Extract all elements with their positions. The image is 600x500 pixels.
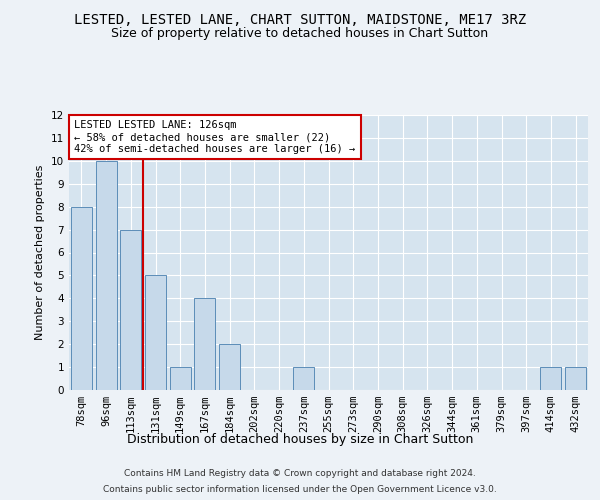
Text: LESTED LESTED LANE: 126sqm
← 58% of detached houses are smaller (22)
42% of semi: LESTED LESTED LANE: 126sqm ← 58% of deta… [74, 120, 355, 154]
Text: Contains public sector information licensed under the Open Government Licence v3: Contains public sector information licen… [103, 485, 497, 494]
Text: Distribution of detached houses by size in Chart Sutton: Distribution of detached houses by size … [127, 432, 473, 446]
Text: LESTED, LESTED LANE, CHART SUTTON, MAIDSTONE, ME17 3RZ: LESTED, LESTED LANE, CHART SUTTON, MAIDS… [74, 12, 526, 26]
Text: Size of property relative to detached houses in Chart Sutton: Size of property relative to detached ho… [112, 28, 488, 40]
Bar [170, 367, 191, 390]
Bar [71, 206, 92, 390]
Bar [293, 367, 314, 390]
Bar [541, 367, 562, 390]
Text: Contains HM Land Registry data © Crown copyright and database right 2024.: Contains HM Land Registry data © Crown c… [124, 469, 476, 478]
Bar [120, 230, 141, 390]
Bar [219, 344, 240, 390]
Bar [194, 298, 215, 390]
Bar [145, 276, 166, 390]
Bar [565, 367, 586, 390]
Bar [95, 161, 116, 390]
Y-axis label: Number of detached properties: Number of detached properties [35, 165, 46, 340]
